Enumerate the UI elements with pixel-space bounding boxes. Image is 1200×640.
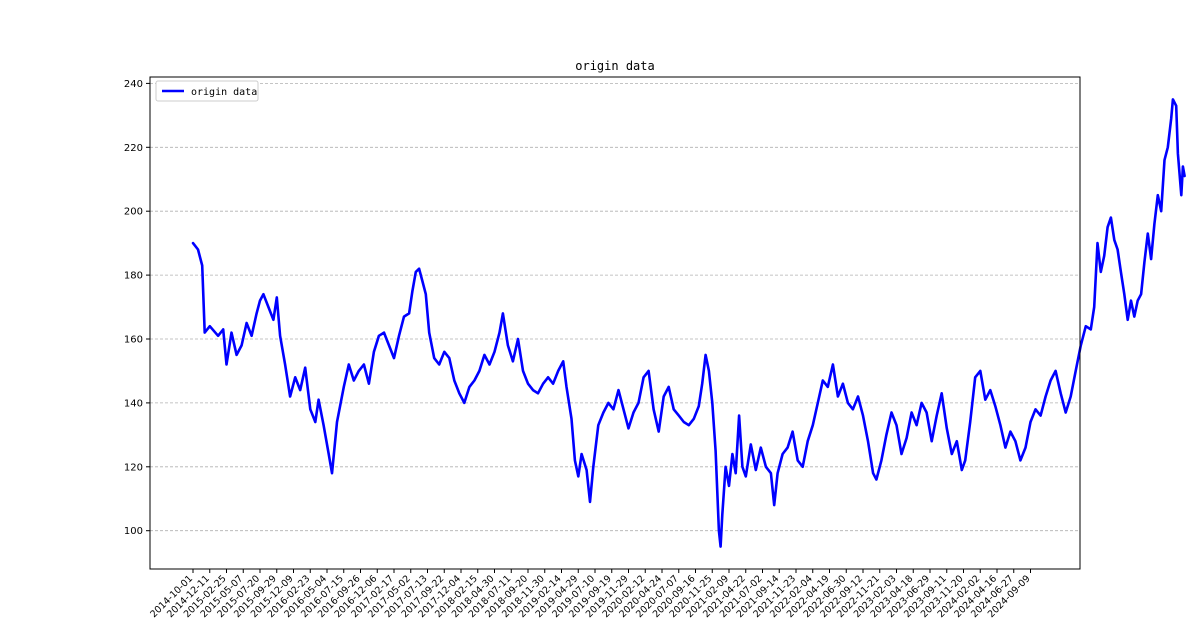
y-tick-label: 100 (124, 526, 143, 537)
y-tick-label: 180 (124, 271, 143, 282)
y-tick-label: 160 (124, 335, 143, 346)
chart-title: origin data (575, 59, 654, 73)
legend-label: origin data (191, 87, 257, 98)
plot-area-frame (149, 76, 1081, 570)
y-tick-label: 200 (124, 207, 143, 218)
legend: origin data (155, 80, 259, 102)
y-tick-label: 220 (124, 143, 143, 154)
series-lines (191, 98, 1186, 548)
y-tick-label: 120 (124, 462, 143, 473)
y-tick-label: 240 (124, 79, 143, 90)
series-line (191, 98, 1186, 548)
y-tick-label: 140 (124, 398, 143, 409)
legend-box (155, 80, 259, 102)
y-axis-ticks: 100 120 140 160 180 200 220 240 (124, 79, 150, 537)
